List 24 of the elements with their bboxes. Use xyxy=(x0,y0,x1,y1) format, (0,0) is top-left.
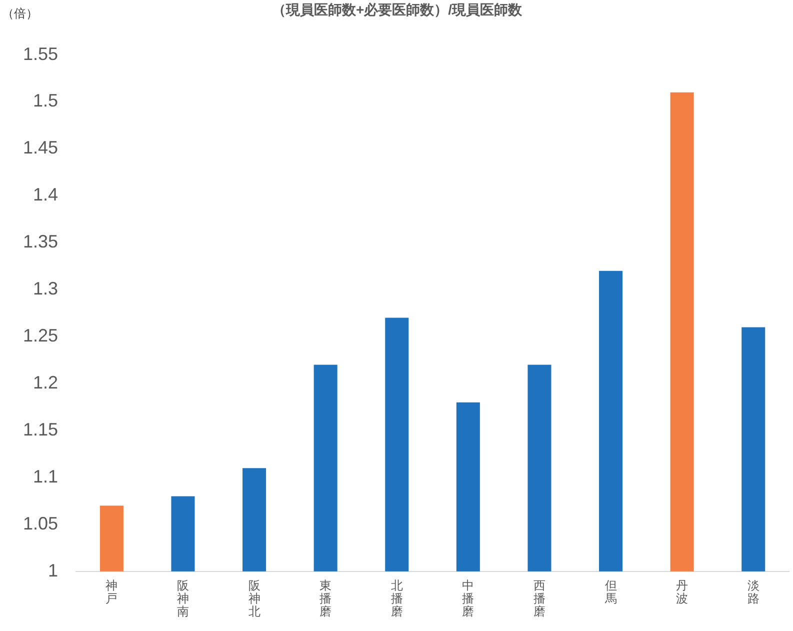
y-tick-label: 1.05 xyxy=(22,513,58,534)
y-tick-label: 1.1 xyxy=(33,466,58,486)
y-tick-label: 1.35 xyxy=(22,232,58,252)
x-tick-label: 阪神南 xyxy=(176,578,189,619)
x-tick-label: 淡路 xyxy=(747,578,760,606)
y-tick-label: 1 xyxy=(48,560,58,580)
y-tick-label: 1.3 xyxy=(33,278,58,299)
x-tick-label: 阪神北 xyxy=(248,578,260,619)
y-tick-label: 1.4 xyxy=(33,184,58,205)
x-tick-label: 北播磨 xyxy=(390,578,403,619)
x-tick-label: 丹波 xyxy=(676,578,688,606)
y-tick-label: 1.5 xyxy=(33,90,58,111)
y-tick-label: 1.55 xyxy=(22,44,58,64)
x-tick-label: 神戸 xyxy=(106,578,118,606)
x-tick-label: 中播磨 xyxy=(462,578,474,619)
y-tick-label: 1.15 xyxy=(22,419,58,440)
y-tick-label: 1.45 xyxy=(22,138,58,158)
x-tick-label: 西播磨 xyxy=(533,578,546,619)
y-tick-label: 1.2 xyxy=(33,372,58,393)
chart-title: （現員医師数+必要医師数）/現員医師数 xyxy=(272,1,524,18)
y-axis-title: （倍） xyxy=(2,6,38,20)
y-tick-label: 1.25 xyxy=(22,326,58,346)
x-tick-label: 但馬 xyxy=(604,578,617,606)
x-tick-label: 東播磨 xyxy=(320,578,332,619)
